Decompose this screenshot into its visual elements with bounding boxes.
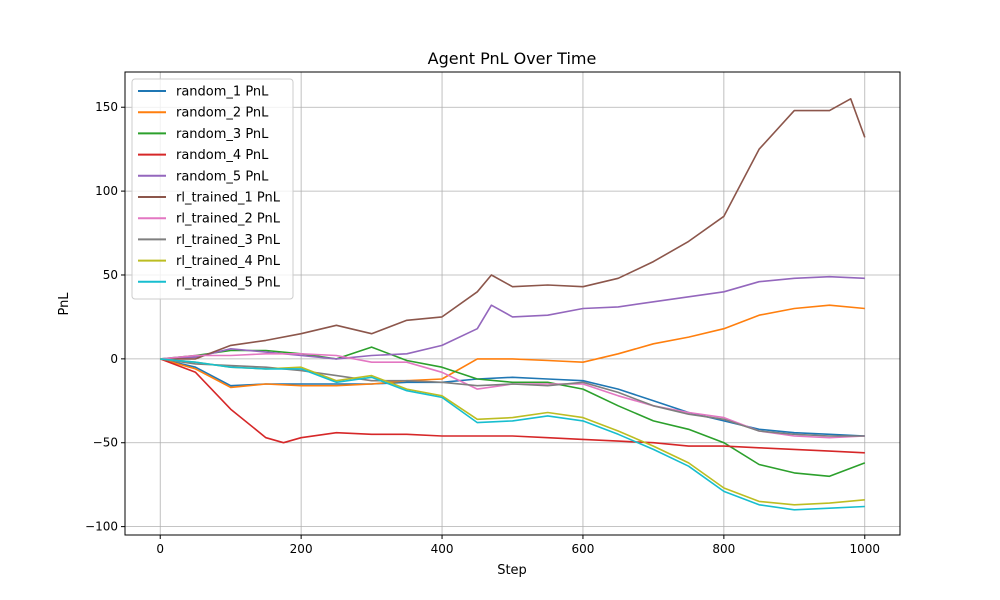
series-line-random-4-pnl [159,358,865,454]
x-tick-label: 800 [712,542,735,556]
legend-label: random_1 PnL [176,85,269,100]
legend-box [131,78,294,300]
y-tick-label: 150 [95,100,118,114]
legend-label: rl_trained_2 PnL [176,212,281,227]
series-line-rl-trained-1-pnl [160,98,866,360]
y-tick-label: 0 [110,352,118,366]
legend-label: rl_trained_3 PnL [176,233,281,248]
series-line-random-2-pnl [159,304,865,389]
x-tick-label: 0 [156,542,164,556]
y-tick-label: −50 [93,436,118,450]
series-layer [159,98,866,511]
legend-label: random_2 PnL [176,106,269,121]
legend-label: random_4 PnL [176,148,269,163]
tick-layer: 0 200 400 600 800 1000 −100 −50 0 50 100 150 [85,100,880,556]
legend: random_1 PnL random_2 PnL random_3 PnL rand… [131,78,294,300]
y-tick-label: −100 [85,520,118,534]
chart-title: Agent PnL Over Time [428,49,597,68]
series-line-random-3-pnl [160,346,866,478]
y-tick-label: 100 [95,184,118,198]
x-tick-label: 200 [290,542,313,556]
legend-label: random_3 PnL [176,127,269,142]
y-axis-label: PnL [57,292,72,316]
y-tick-label: 50 [103,268,118,282]
legend-label: rl_trained_4 PnL [176,254,281,269]
legend-label: rl_trained_5 PnL [176,275,281,290]
x-tick-label: 1000 [849,542,880,556]
x-tick-label: 600 [572,542,595,556]
legend-label: random_5 PnL [176,169,269,184]
legend-label: rl_trained_1 PnL [176,191,281,206]
plot-frame [124,71,901,536]
series-line-rl-trained-5-pnl [160,358,865,511]
x-axis-label: Step [497,563,527,578]
x-tick-label: 400 [431,542,454,556]
grid-layer [125,72,900,535]
